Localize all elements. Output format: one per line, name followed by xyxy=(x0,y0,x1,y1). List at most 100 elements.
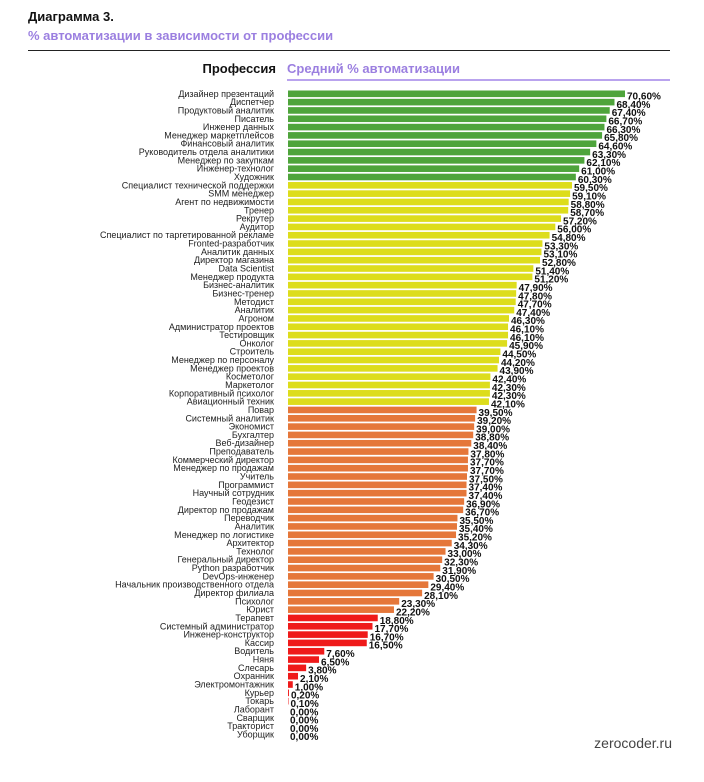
category-label: Начальник производственного отдела xyxy=(115,580,274,590)
value-label: 0,00% xyxy=(290,724,318,735)
category-label: Художник xyxy=(234,172,274,182)
bar xyxy=(288,140,597,148)
value-label: 52,80% xyxy=(542,258,576,269)
bar xyxy=(288,464,468,472)
header-divider xyxy=(287,79,670,81)
value-label: 46,30% xyxy=(511,316,545,327)
value-label: 63,30% xyxy=(592,150,626,161)
category-label: Fronted-разработчик xyxy=(188,239,274,249)
bar xyxy=(288,398,489,405)
value-label: 39,20% xyxy=(477,416,511,427)
bar xyxy=(288,215,562,222)
bar xyxy=(288,514,458,522)
category-label: Геодезист xyxy=(232,496,274,506)
value-label: 66,30% xyxy=(606,125,640,136)
category-label: Няня xyxy=(253,655,274,665)
value-label: 46,10% xyxy=(510,333,544,344)
category-label: Методист xyxy=(234,297,274,307)
bar xyxy=(288,248,542,256)
bar xyxy=(288,439,472,447)
bar xyxy=(288,531,457,539)
bar xyxy=(288,598,400,605)
value-label: 61,00% xyxy=(581,166,615,177)
category-label: Аналитик xyxy=(235,305,274,315)
value-label: 36,70% xyxy=(465,508,499,519)
bar xyxy=(288,240,543,247)
category-label: Data Scientist xyxy=(218,264,274,274)
value-label: 23,30% xyxy=(401,599,435,610)
category-label: Учитель xyxy=(240,472,274,482)
bar xyxy=(288,672,299,680)
value-label: 45,90% xyxy=(509,341,543,352)
value-label: 0,20% xyxy=(291,691,319,702)
value-label: 64,60% xyxy=(598,142,632,153)
bar xyxy=(288,90,625,98)
value-label: 47,70% xyxy=(518,300,552,311)
bar xyxy=(288,664,307,672)
category-label: Тестировщик xyxy=(219,330,274,340)
category-label: Python разработчик xyxy=(192,563,274,573)
bar xyxy=(288,498,465,505)
value-label: 17,70% xyxy=(374,624,408,635)
category-label: Менеджер по логистике xyxy=(174,530,274,540)
category-label: Курьер xyxy=(245,688,274,698)
category-label: Директор филиала xyxy=(194,588,274,598)
value-label: 51,20% xyxy=(534,275,568,286)
value-label: 3,80% xyxy=(308,666,336,677)
title-divider xyxy=(28,50,670,51)
category-label: Корпоративный психолог xyxy=(169,388,275,398)
category-label: Кассир xyxy=(245,638,274,648)
value-label: 42,10% xyxy=(491,399,525,410)
value-label: 67,40% xyxy=(612,108,646,119)
category-label: Менеджер по продажам xyxy=(173,463,274,473)
category-label: Менеджер проектов xyxy=(190,363,274,373)
value-label: 36,90% xyxy=(466,499,500,510)
category-label: Слесарь xyxy=(238,663,274,673)
category-label: Директор по продажам xyxy=(178,505,274,515)
category-label: Системный администратор xyxy=(160,621,274,631)
category-label: Коммерческий директор xyxy=(173,455,274,465)
value-label: 56,00% xyxy=(557,225,591,236)
category-label: Бизнес-тренер xyxy=(212,288,274,298)
category-label: Онколог xyxy=(240,338,275,348)
bar xyxy=(288,564,441,572)
value-label: 32,30% xyxy=(444,558,478,569)
category-label: Писатель xyxy=(235,114,275,124)
value-label: 66,70% xyxy=(608,117,642,128)
value-label: 70,60% xyxy=(627,92,661,103)
value-label: 6,50% xyxy=(321,657,349,668)
bar xyxy=(288,365,498,372)
category-label: Агент по недвижимости xyxy=(175,197,274,207)
category-label: Психолог xyxy=(235,596,275,606)
category-label: Уборщик xyxy=(237,729,274,739)
value-label: 44,20% xyxy=(501,358,535,369)
category-label: Продуктовый аналитик xyxy=(178,105,274,115)
value-label: 31,90% xyxy=(442,566,476,577)
category-label: Директор магазина xyxy=(194,255,274,265)
category-label: Научный сотрудник xyxy=(193,488,274,498)
bar xyxy=(288,523,457,530)
category-label: Администратор проектов xyxy=(169,322,274,332)
bar xyxy=(288,356,499,364)
category-label: Менеджер по закупкам xyxy=(178,155,274,165)
value-label: 59,50% xyxy=(574,183,608,194)
value-label: 35,50% xyxy=(459,516,493,527)
value-label: 42,40% xyxy=(492,374,526,385)
category-label: Терапевт xyxy=(235,613,274,623)
bar xyxy=(288,581,429,588)
bar xyxy=(288,132,603,139)
value-label: 60,30% xyxy=(578,175,612,186)
value-label: 68,40% xyxy=(616,100,650,111)
category-label: Юрист xyxy=(246,605,274,615)
bar xyxy=(288,198,569,206)
chart-title: Диаграмма 3. xyxy=(28,9,114,24)
bar xyxy=(288,473,468,480)
category-label: Диспетчер xyxy=(230,97,274,107)
category-label: Программист xyxy=(218,480,274,490)
value-label: 7,60% xyxy=(326,649,354,660)
category-label: Маркетолог xyxy=(225,380,275,390)
bar xyxy=(288,273,533,281)
column-header-profession: Профессия xyxy=(202,61,276,76)
bar xyxy=(288,406,477,414)
category-label: Менеджер маркетплейсов xyxy=(164,130,274,140)
